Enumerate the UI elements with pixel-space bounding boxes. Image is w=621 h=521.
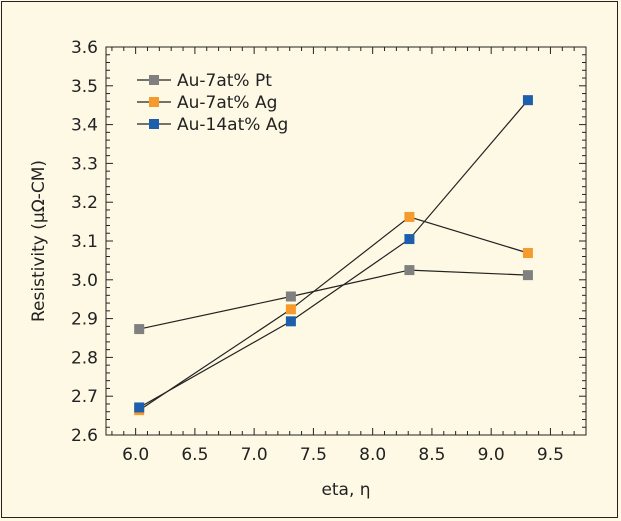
x-tick-label: 7.5 [300, 445, 327, 465]
legend-marker [149, 75, 159, 85]
y-tick-label: 3.1 [71, 232, 98, 252]
x-tick-label: 8.0 [359, 445, 386, 465]
data-point [285, 291, 296, 302]
y-tick-label: 2.8 [71, 348, 98, 368]
x-tick-label: 9.0 [478, 445, 505, 465]
data-point [522, 248, 533, 259]
series-line [138, 216, 529, 411]
legend-marker [149, 119, 159, 129]
series-2 [134, 211, 533, 416]
x-tick-label: 9.5 [537, 445, 564, 465]
y-tick-label: 3.0 [71, 271, 98, 291]
series-line [138, 99, 529, 409]
y-tick-label: 3.4 [71, 116, 98, 136]
x-tick-label: 6.5 [181, 445, 208, 465]
legend-item: Au-14at% Ag [137, 115, 288, 135]
y-tick-label: 2.6 [71, 426, 98, 446]
legend-item: Au-7at% Ag [137, 93, 277, 113]
y-tick-label: 3.5 [71, 77, 98, 97]
x-axis-title: eta, η [321, 480, 370, 500]
data-point [285, 316, 296, 327]
series-1 [134, 265, 533, 335]
x-tick-label: 8.5 [418, 445, 445, 465]
series-3 [134, 95, 533, 413]
y-tick-label: 2.9 [71, 310, 98, 330]
y-tick-label: 2.7 [71, 387, 98, 407]
data-point [134, 402, 145, 413]
legend-label: Au-14at% Ag [177, 115, 288, 135]
data-point [404, 234, 415, 245]
data-point [522, 95, 533, 106]
data-point [285, 304, 296, 315]
y-tick-label: 3.3 [71, 154, 98, 174]
x-axis: 6.0 6.5 7.0 7.5 8.0 8.5 9.0 9.5 [111, 47, 587, 465]
y-tick-label: 3.6 [71, 38, 98, 58]
x-tick-label: 6.0 [122, 445, 149, 465]
series-line [139, 269, 528, 330]
legend-item: Au-7at% Pt [137, 71, 272, 91]
series-layer [134, 95, 533, 416]
legend-marker [149, 97, 159, 107]
legend-label: Au-7at% Pt [177, 71, 272, 91]
y-tick-label: 3.2 [71, 193, 98, 213]
data-point [134, 324, 145, 335]
y-axis: 2.6 2.7 2.8 2.9 3.0 3.1 3.2 3.3 3.4 3.5 3.6 [71, 38, 586, 446]
x-tick-label: 7.0 [241, 445, 268, 465]
data-point [522, 270, 533, 281]
y-axis-title: Resistivity (μΩ-CM) [29, 160, 49, 322]
data-point [404, 265, 415, 276]
data-point [404, 211, 415, 222]
legend-label: Au-7at% Ag [177, 93, 277, 113]
